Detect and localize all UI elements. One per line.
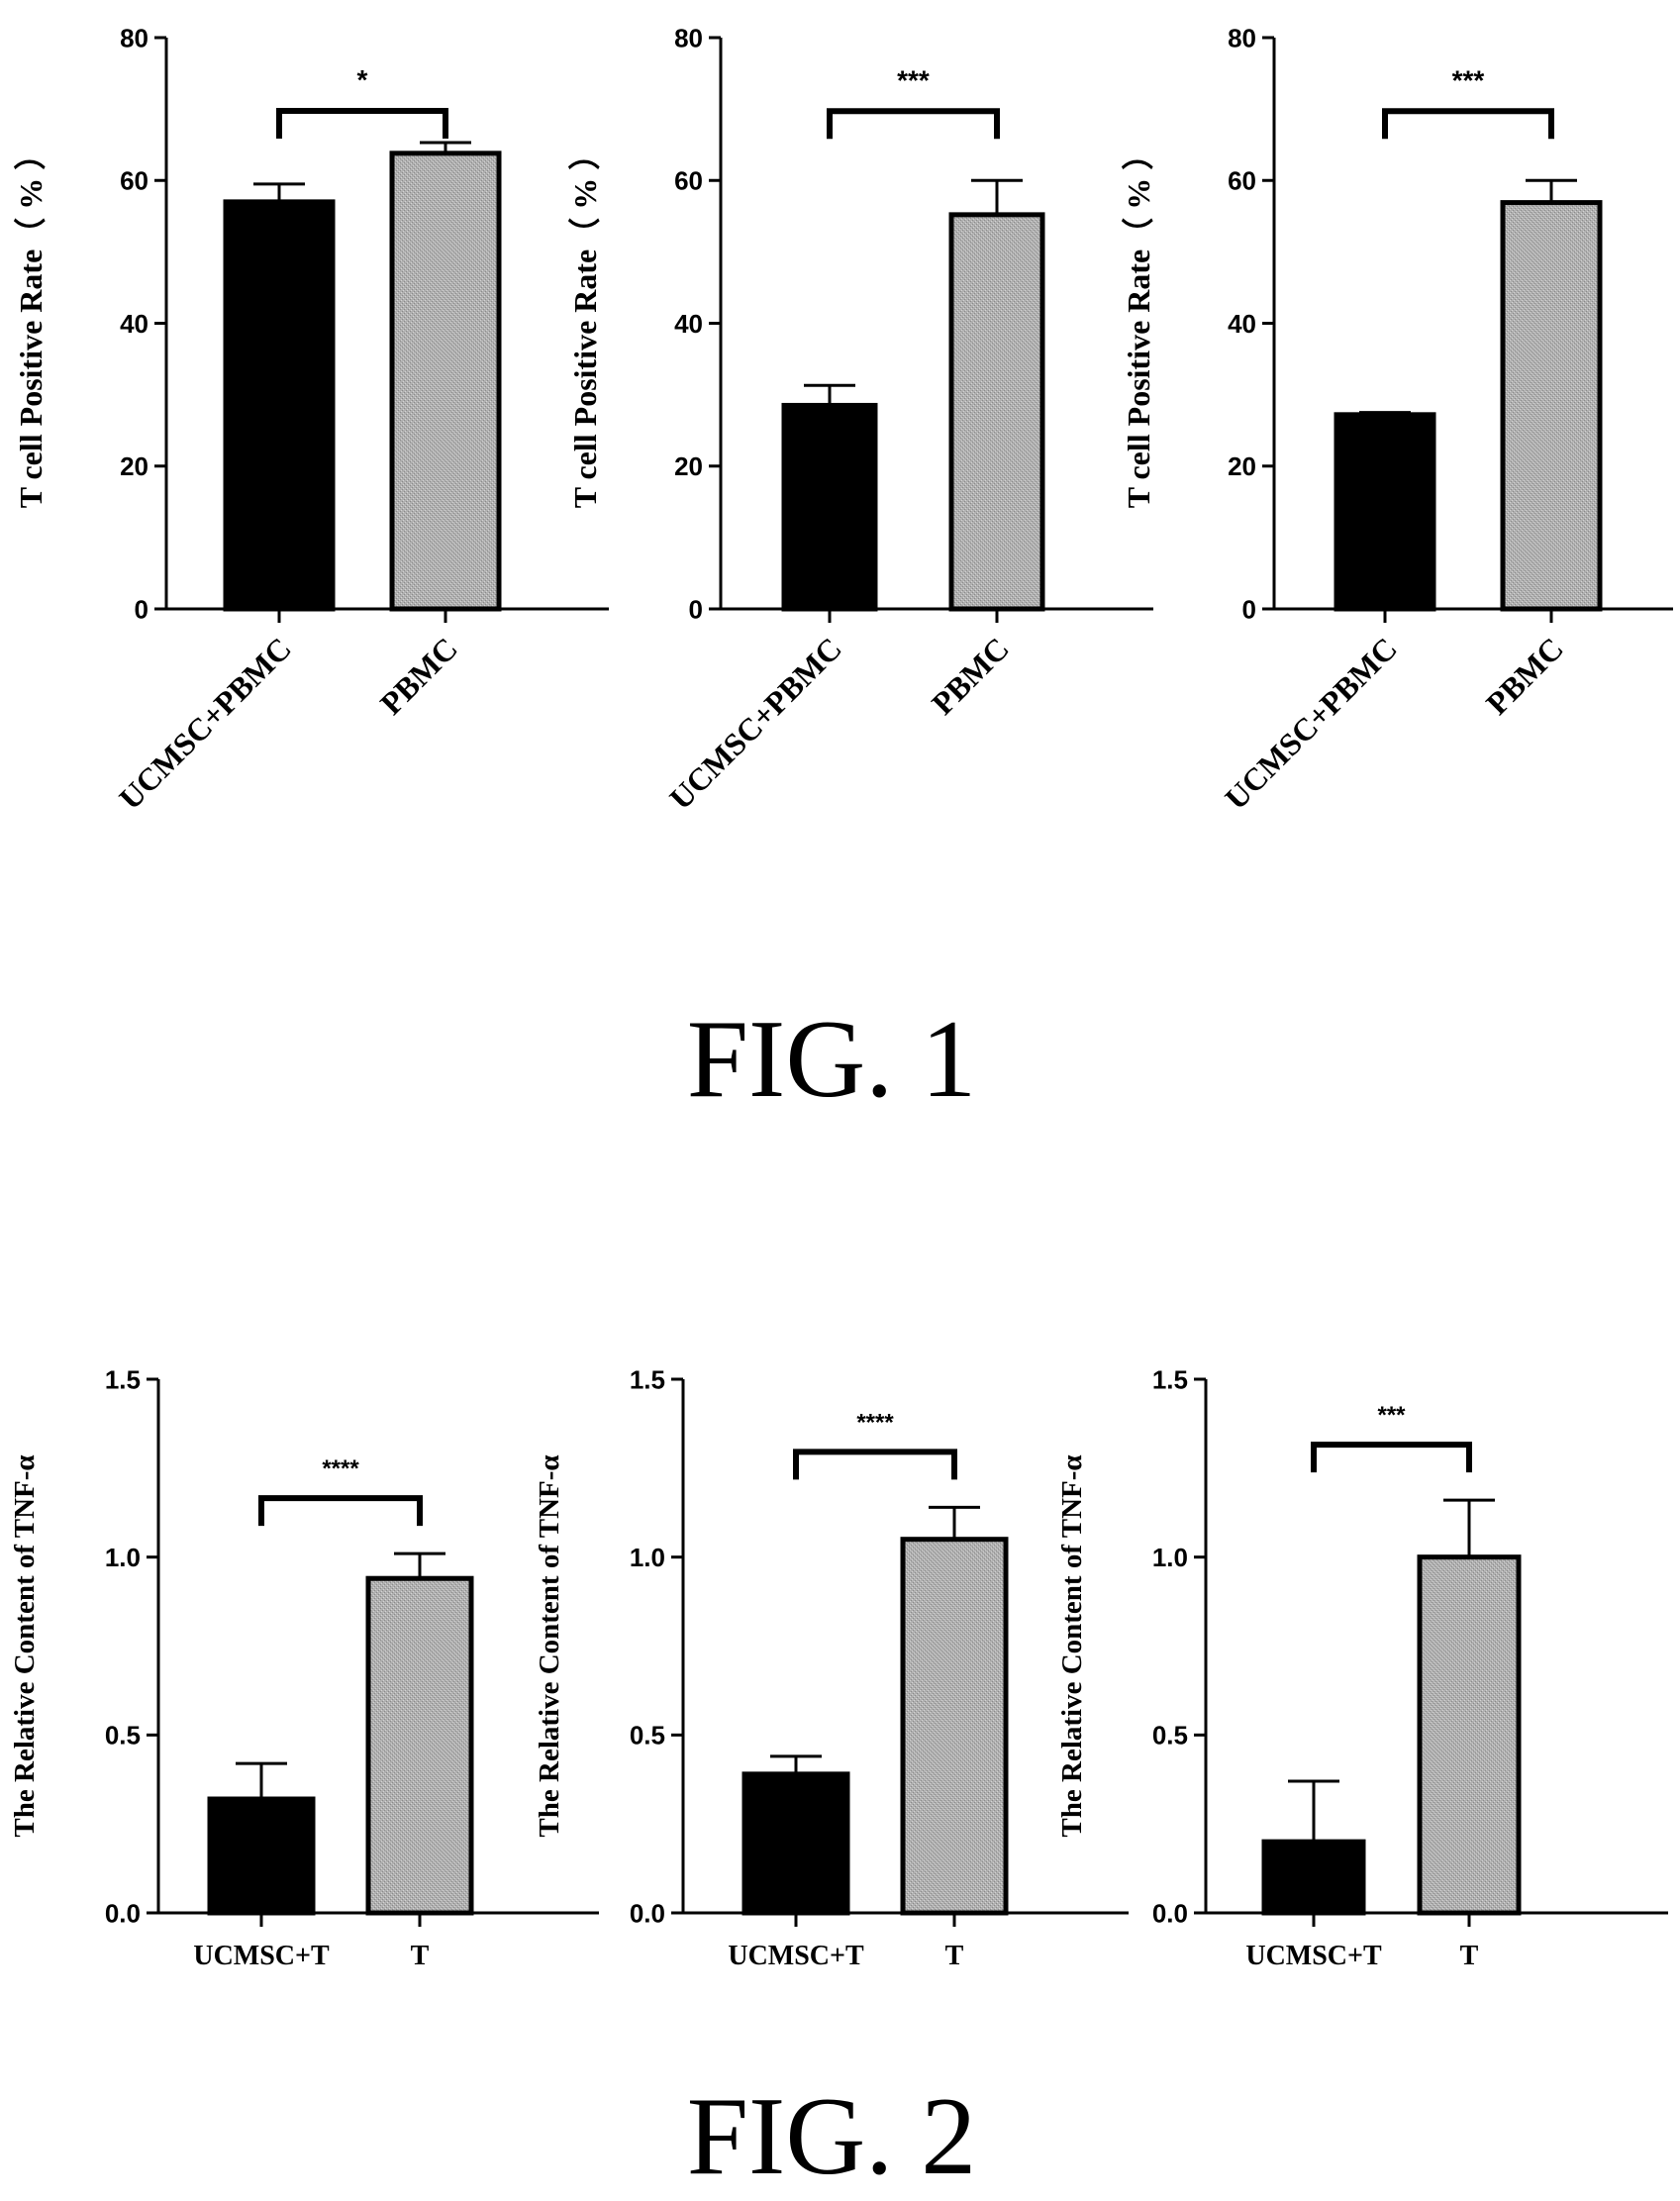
- y-tick-label: 60: [1228, 166, 1256, 196]
- y-tick-label: 0.5: [105, 1721, 141, 1751]
- y-tick-label: 60: [674, 166, 703, 196]
- bar-PBMC: [1500, 200, 1603, 612]
- y-axis-title: T cell Positive Rate（ % ）: [1121, 139, 1156, 509]
- category-label: UCMSC+T: [193, 1941, 330, 1971]
- y-axis-title: The Relative Content of TNF-α: [1056, 1454, 1088, 1837]
- bar-chart-panel-2: 0 20 40 60 80 T cell Positive Rate（ % ） UCMSC+…: [567, 23, 1153, 816]
- y-tick-label: 1.5: [1152, 1364, 1188, 1394]
- y-tick-label: 1.0: [105, 1543, 141, 1572]
- significance-label: ****: [856, 1409, 894, 1436]
- y-axis-title: The Relative Content of TNF-α: [534, 1454, 565, 1837]
- y-tick-label: 0.5: [1152, 1721, 1188, 1751]
- figure-2-caption: FIG. 2: [687, 2075, 976, 2198]
- y-tick-label: 40: [1228, 309, 1256, 339]
- significance-label: ****: [322, 1455, 359, 1482]
- bar-UCMSC+T: [741, 1771, 850, 1916]
- bar-UCMSC+T: [207, 1796, 316, 1916]
- category-label: UCMSC+T: [1245, 1941, 1382, 1971]
- y-tick-label: 80: [120, 23, 148, 52]
- y-tick-label: 60: [120, 166, 148, 196]
- y-tick-label: 0: [1242, 594, 1256, 624]
- y-tick-label: 40: [674, 309, 703, 339]
- category-label: UCMSC+T: [728, 1941, 864, 1971]
- bar-T: [365, 1575, 474, 1916]
- bar-chart-panel-1: 0 20 40 60 80 T cell Positive Rate（ % ） UCMSC+…: [13, 23, 609, 816]
- figure-1-caption: FIG. 1: [687, 998, 976, 1121]
- significance-label: ***: [1452, 64, 1485, 95]
- y-tick-label: 1.0: [630, 1543, 665, 1572]
- bar-PBMC: [389, 150, 502, 612]
- y-tick-label: 1.5: [105, 1364, 141, 1394]
- significance-label: ***: [897, 64, 930, 95]
- bar-UCMSC+T: [1261, 1839, 1366, 1916]
- bar-chart-panel-6: 0.0 0.5 1.0 1.5 The Relative Content of TNF-…: [1056, 1364, 1668, 1971]
- category-label: T: [411, 1941, 430, 1971]
- y-tick-label: 1.0: [1152, 1543, 1188, 1572]
- y-tick-label: 40: [120, 309, 148, 339]
- bar-UCMSC+PBMC: [223, 199, 336, 612]
- y-tick-label: 0: [135, 594, 148, 624]
- significance-label: ***: [1377, 1402, 1406, 1429]
- y-tick-label: 0.5: [630, 1721, 665, 1751]
- y-tick-label: 0.0: [630, 1898, 665, 1928]
- bar-T: [900, 1537, 1009, 1916]
- category-label: PBMC: [1479, 630, 1570, 721]
- y-axis-title: T cell Positive Rate（ % ）: [567, 139, 603, 509]
- category-label: T: [945, 1941, 964, 1971]
- category-label: UCMSC+PBMC: [1218, 630, 1404, 816]
- y-axis-title: T cell Positive Rate（ % ）: [13, 139, 49, 509]
- y-axis-title: The Relative Content of TNF-α: [9, 1454, 41, 1837]
- bar-UCMSC+PBMC: [781, 402, 878, 612]
- y-tick-label: 20: [674, 451, 703, 481]
- category-label: UCMSC+PBMC: [662, 630, 848, 816]
- y-tick-label: 0.0: [1152, 1898, 1188, 1928]
- y-tick-label: 0.0: [105, 1898, 141, 1928]
- y-tick-label: 80: [1228, 23, 1256, 52]
- bar-T: [1417, 1554, 1522, 1916]
- category-label: UCMSC+PBMC: [112, 630, 298, 816]
- category-label: PBMC: [373, 630, 464, 721]
- category-label: T: [1460, 1941, 1479, 1971]
- significance-label: *: [357, 64, 368, 95]
- y-tick-label: 20: [1228, 451, 1256, 481]
- significance-bracket: [258, 1495, 423, 1527]
- significance-bracket: [276, 108, 448, 140]
- bar-chart-panel-3: 0 20 40 60 80 T cell Positive Rate（ % ） UCMSC+…: [1121, 23, 1673, 816]
- y-tick-label: 0: [689, 594, 703, 624]
- bar-chart-panel-5: 0.0 0.5 1.0 1.5 The Relative Content of TNF-…: [534, 1364, 1129, 1971]
- bar-PBMC: [948, 212, 1045, 612]
- bar-chart-panel-4: 0.0 0.5 1.0 1.5 The Relative Content of TNF-…: [9, 1364, 599, 1971]
- significance-bracket: [793, 1449, 957, 1480]
- y-tick-label: 1.5: [630, 1364, 665, 1394]
- significance-bracket: [1311, 1442, 1472, 1473]
- category-label: PBMC: [925, 630, 1016, 721]
- significance-bracket: [1382, 108, 1554, 140]
- bar-UCMSC+PBMC: [1334, 412, 1436, 612]
- y-tick-label: 20: [120, 451, 148, 481]
- y-tick-label: 80: [674, 23, 703, 52]
- significance-bracket: [827, 108, 1000, 140]
